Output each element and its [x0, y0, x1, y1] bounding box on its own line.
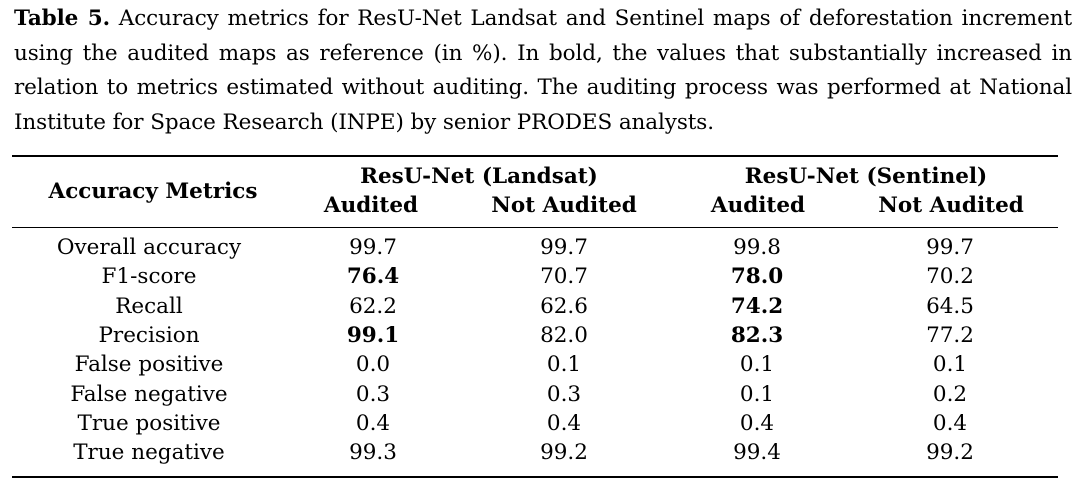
table-cell: 0.3 — [355, 381, 391, 407]
subheader-landsat-audited: Audited — [323, 193, 419, 218]
row-header-label: Accuracy Metrics — [48, 179, 258, 204]
metric-label: Overall accuracy — [56, 235, 242, 260]
subheader-landsat-not-audited: Not Audited — [491, 193, 637, 218]
table-cell: 0.1 — [932, 352, 968, 378]
table-cell: 0.4 — [739, 411, 775, 437]
table-cell: 74.2 — [730, 293, 784, 319]
table-cell: 99.7 — [540, 235, 588, 260]
table-caption: Table 5. Accuracy metrics for ResU-Net L… — [14, 2, 1072, 140]
metric-label: F1-score — [101, 264, 197, 290]
caption-label: Table 5. — [14, 6, 110, 31]
table-cell: 70.2 — [926, 264, 974, 290]
group-header-landsat: ResU-Net (Landsat) — [360, 164, 598, 189]
table-cell: 62.6 — [540, 293, 588, 319]
table-cell: 62.2 — [349, 293, 397, 319]
metric-label: Recall — [115, 293, 183, 319]
table-cell: 0.4 — [355, 411, 391, 437]
table-cell: 0.2 — [932, 381, 968, 407]
group-header-sentinel: ResU-Net (Sentinel) — [744, 164, 988, 189]
table-bottom-rule — [12, 476, 1058, 478]
table-cell: 0.1 — [739, 352, 775, 378]
subheader-sentinel-not-audited: Not Audited — [878, 193, 1024, 218]
table-cell: 64.5 — [926, 293, 974, 319]
metric-label: False positive — [74, 352, 224, 378]
table-cell: 0.4 — [932, 411, 968, 437]
table-cell: 82.0 — [540, 323, 588, 349]
metric-label: True positive — [77, 411, 221, 437]
table-header-rule — [12, 227, 1058, 228]
table-cell: 0.4 — [546, 411, 582, 437]
table-cell: 99.7 — [926, 235, 974, 260]
table-cell: 99.2 — [926, 440, 974, 466]
table-cell: 0.1 — [546, 352, 582, 378]
subheader-sentinel-audited: Audited — [710, 193, 806, 218]
table-cell: 99.3 — [349, 440, 397, 466]
table-cell: 99.1 — [346, 323, 400, 349]
table-cell: 0.3 — [546, 381, 582, 407]
table-cell: 99.2 — [540, 440, 588, 466]
table-cell: 99.4 — [733, 440, 781, 466]
table-top-rule — [12, 155, 1058, 157]
metric-label: True negative — [73, 440, 225, 466]
metric-label: Precision — [98, 323, 200, 349]
table-cell: 70.7 — [540, 264, 588, 290]
table-cell: 99.8 — [733, 235, 781, 260]
table-cell: 82.3 — [730, 323, 784, 349]
table-cell: 78.0 — [730, 264, 784, 290]
table-cell: 77.2 — [926, 323, 974, 349]
table-cell: 99.7 — [349, 235, 397, 260]
table-cell: 76.4 — [346, 264, 400, 290]
table-cell: 0.1 — [739, 381, 775, 407]
table-cell: 0.0 — [355, 352, 391, 378]
metric-label: False negative — [70, 381, 228, 407]
caption-text: Accuracy metrics for ResU-Net Landsat an… — [14, 6, 1073, 135]
